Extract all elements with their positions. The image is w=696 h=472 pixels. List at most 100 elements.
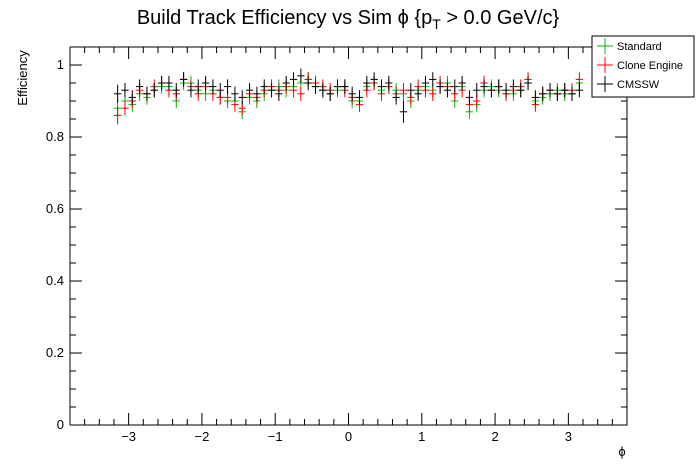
data-point	[399, 101, 408, 123]
data-point	[333, 79, 342, 94]
data-point	[429, 72, 437, 87]
series-cmssw	[113, 68, 584, 123]
data-point	[311, 79, 320, 94]
data-point	[531, 90, 540, 105]
data-point	[546, 83, 554, 98]
data-point	[407, 83, 415, 98]
y-tick-label: 0.6	[46, 201, 64, 216]
data-point	[297, 86, 305, 101]
data-point	[348, 86, 356, 101]
data-point	[143, 86, 151, 101]
x-tick-label: −2	[195, 429, 210, 444]
data-point	[267, 83, 276, 98]
data-point	[245, 83, 254, 98]
data-point	[568, 86, 576, 101]
legend-label-cmssw: CMSSW	[617, 79, 660, 91]
x-axis-label: ϕ	[618, 444, 625, 459]
data-point	[473, 83, 481, 98]
data-point	[539, 86, 547, 101]
data-point	[561, 83, 569, 98]
y-tick-label: 0.4	[46, 273, 64, 288]
data-point	[575, 83, 584, 98]
chart-title-subscript: T	[432, 16, 441, 32]
chart-title-main: Build Track Efficiency vs Sim ϕ {p	[137, 7, 432, 29]
data-point	[223, 79, 232, 94]
plot-frame	[69, 46, 628, 426]
data-point	[238, 90, 246, 105]
data-point	[502, 83, 510, 98]
data-point	[187, 83, 195, 98]
y-tick-label: 0.8	[46, 129, 64, 144]
data-point	[289, 72, 298, 87]
chart-title: Build Track Efficiency vs Sim ϕ {pT > 0.…	[137, 7, 560, 32]
data-point	[443, 83, 452, 98]
data-point	[113, 84, 122, 103]
data-point	[297, 68, 305, 83]
x-tick-label: −1	[268, 429, 283, 444]
data-point	[113, 106, 122, 125]
legend-entry-cmssw: CMSSW	[597, 76, 660, 92]
data-point	[231, 86, 239, 101]
data-point	[370, 72, 378, 87]
data-point	[128, 90, 136, 105]
data-point	[121, 83, 129, 98]
data-point	[275, 86, 283, 101]
x-tick-label: −3	[121, 429, 136, 444]
data-point	[436, 79, 444, 94]
data-point	[179, 72, 188, 87]
data-point	[509, 79, 518, 94]
data-point	[194, 79, 202, 94]
legend-label-standard: Standard	[617, 41, 662, 53]
data-point	[341, 79, 349, 94]
data-point	[150, 83, 158, 98]
x-tick-label: 0	[345, 429, 352, 444]
legend-entry-clone-engine: Clone Engine	[597, 57, 683, 73]
data-point	[524, 75, 532, 91]
data-point	[135, 79, 144, 94]
data-point	[172, 83, 180, 98]
data-point	[304, 75, 312, 91]
data-point	[421, 75, 430, 91]
data-point	[429, 86, 437, 101]
data-point	[201, 75, 210, 91]
data-point	[157, 75, 166, 91]
y-tick-label: 0.2	[46, 345, 64, 360]
data-point	[385, 75, 393, 91]
data-point	[260, 79, 268, 94]
data-point	[480, 79, 488, 94]
x-tick-label: 3	[565, 429, 572, 444]
chart-title-tail: > 0.0 GeV/c}	[441, 7, 560, 29]
data-point	[458, 75, 466, 91]
data-point	[326, 86, 334, 101]
data-point	[487, 83, 496, 98]
series-clone-engine	[113, 72, 584, 125]
y-axis-label: Efficiency	[15, 50, 30, 106]
data-point	[465, 90, 474, 105]
data-point	[165, 75, 173, 91]
x-tick-label: 2	[491, 429, 498, 444]
x-tick-label: 1	[418, 429, 425, 444]
y-tick-label: 1	[57, 57, 64, 72]
data-point	[363, 75, 371, 91]
data-point	[209, 79, 217, 94]
legend-label-clone-engine: Clone Engine	[617, 60, 683, 72]
data-point	[377, 79, 386, 94]
axis-ticks: 0 0.2 0.4 0.6 0.8 1 −3 −2 −1 0 1 2 3	[46, 47, 627, 444]
data-point	[282, 75, 290, 91]
data-point	[399, 83, 408, 98]
y-tick-label: 0	[57, 417, 64, 432]
data-point	[414, 86, 422, 101]
data-point	[517, 83, 525, 98]
data-point	[495, 79, 503, 94]
data-point	[451, 79, 459, 94]
data-point	[253, 86, 261, 101]
legend-entry-standard: Standard	[597, 38, 662, 54]
data-point	[319, 83, 327, 98]
legend: Standard Clone Engine CMSSW	[591, 35, 695, 98]
data-point	[355, 90, 364, 105]
data-point	[392, 90, 400, 105]
data-point	[216, 83, 224, 98]
data-point	[121, 101, 129, 116]
data-points	[113, 68, 584, 125]
